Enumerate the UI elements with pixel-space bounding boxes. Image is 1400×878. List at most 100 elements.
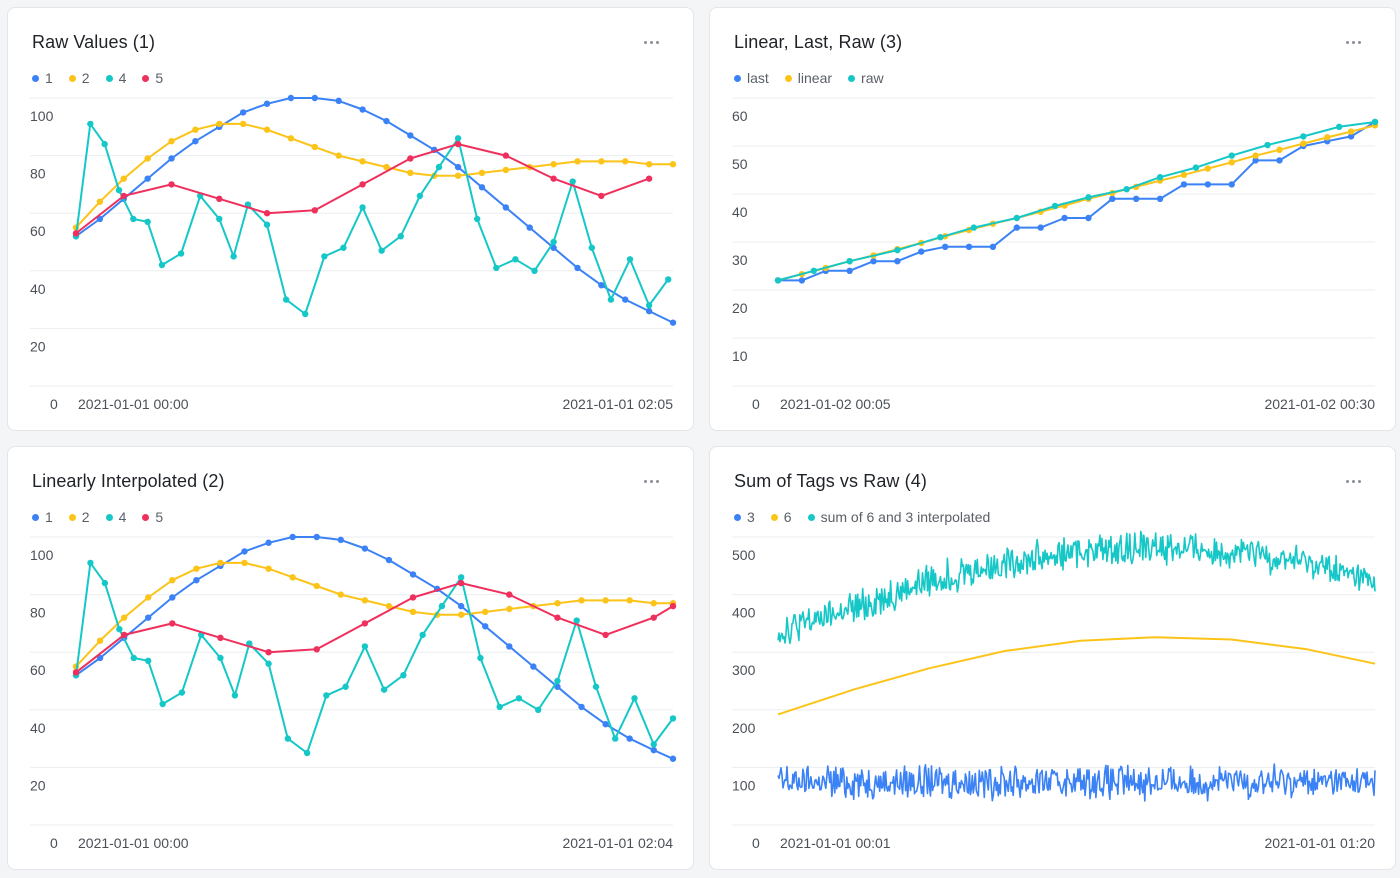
data-point: [168, 138, 175, 145]
data-point: [231, 692, 239, 699]
more-options-button[interactable]: [639, 32, 663, 52]
data-point: [622, 296, 629, 303]
legend-label: 2: [81, 70, 90, 86]
data-point: [101, 579, 109, 587]
data-point: [303, 749, 311, 757]
data-point: [193, 577, 200, 584]
data-point: [289, 533, 296, 541]
legend-item[interactable]: 1: [32, 509, 53, 525]
data-point: [144, 155, 151, 162]
data-point: [554, 614, 561, 621]
legend: 1 2 4 5: [32, 70, 163, 86]
legend-item[interactable]: 5: [142, 509, 163, 525]
data-point: [665, 276, 672, 283]
more-options-button[interactable]: [1341, 471, 1365, 491]
legend-dot-icon: [32, 513, 39, 521]
data-point: [1228, 159, 1235, 166]
data-point: [502, 152, 510, 159]
chart-plot[interactable]: 0 10 20 30 40 50 60 2021-01-02 00:05 2021-01-02 …: [710, 8, 1397, 432]
legend-item[interactable]: 6: [770, 509, 792, 525]
data-point: [192, 138, 199, 145]
data-point: [669, 161, 677, 168]
y-tick-label: 300: [732, 662, 756, 678]
data-point: [435, 163, 443, 171]
data-point: [342, 683, 349, 690]
data-point: [1371, 118, 1379, 126]
legend-dot-icon: [848, 74, 856, 82]
legend-item[interactable]: 4: [105, 509, 126, 525]
data-point: [554, 600, 561, 607]
data-point: [287, 94, 295, 102]
data-point: [645, 302, 653, 309]
legend-dot-icon: [105, 513, 113, 521]
data-point: [1013, 224, 1020, 231]
dot-icon: [643, 40, 647, 44]
chart-plot[interactable]: 0 100 200 300 400 500 2021-01-01 00:01 2021-01-…: [710, 447, 1397, 871]
data-point: [602, 631, 609, 639]
y-tick-label: 80: [30, 605, 46, 621]
data-point: [409, 571, 417, 578]
data-point: [650, 741, 657, 748]
legend-dot-icon: [68, 74, 76, 82]
legend-item[interactable]: 2: [68, 509, 90, 525]
data-point: [361, 643, 369, 650]
data-point: [130, 654, 137, 662]
data-point: [361, 545, 369, 552]
data-point: [526, 224, 533, 231]
legend-item[interactable]: linear: [784, 70, 832, 86]
legend-item[interactable]: 2: [68, 70, 90, 86]
data-point: [145, 657, 152, 665]
legend-dot-icon: [32, 74, 39, 82]
data-point: [607, 296, 615, 303]
data-point: [438, 602, 446, 610]
legend: last linear raw: [734, 70, 884, 86]
data-point: [554, 677, 561, 685]
chart-plot[interactable]: 0 20 40 60 80 100 2021-01-01 00:00 2021-01-01 0…: [8, 8, 695, 432]
data-point: [574, 158, 581, 165]
legend-item[interactable]: last: [734, 70, 769, 86]
legend-dot-icon: [142, 513, 150, 521]
chart-plot[interactable]: 0 20 40 60 80 100 2021-01-01 00:00 2021-01-01 0…: [8, 447, 695, 871]
data-point: [592, 683, 600, 690]
data-point: [284, 735, 292, 742]
data-point: [1228, 181, 1235, 188]
data-point: [217, 634, 224, 641]
data-point: [645, 175, 653, 182]
legend-label: 5: [155, 509, 164, 525]
data-point: [72, 669, 80, 676]
more-options-button[interactable]: [1341, 32, 1365, 52]
legend-item[interactable]: 3: [734, 509, 755, 525]
data-point: [313, 582, 320, 590]
data-point: [96, 637, 104, 644]
data-point: [512, 256, 519, 263]
data-point: [482, 608, 489, 616]
data-point: [578, 597, 585, 604]
data-point: [515, 695, 523, 702]
legend-item[interactable]: sum of 6 and 3 interpolated: [807, 509, 990, 525]
data-point: [241, 548, 248, 555]
data-point: [1300, 140, 1307, 147]
data-point: [650, 614, 657, 621]
data-point: [101, 140, 108, 148]
dot-icon: [655, 40, 659, 44]
legend-label: 2: [81, 509, 90, 525]
dot-icon: [655, 479, 659, 483]
y-tick-label: 100: [30, 108, 54, 124]
data-point: [482, 623, 489, 630]
legend-item[interactable]: raw: [848, 70, 884, 86]
legend-label: 1: [45, 70, 53, 86]
legend-item[interactable]: 5: [142, 70, 163, 86]
data-point: [321, 253, 328, 260]
more-options-button[interactable]: [639, 471, 663, 491]
panel-sum-of-tags: Sum of Tags vs Raw (4) 3 6 sum of 6 and 3 …: [709, 446, 1396, 870]
panel-title: Raw Values (1): [32, 32, 156, 52]
legend-item[interactable]: 4: [105, 70, 126, 86]
y-tick-label: 0: [752, 396, 760, 412]
data-point: [645, 161, 653, 168]
panel-raw-values: Raw Values (1) 1 2 4 5 0 20 40 60 80 100 2021-01-…: [7, 7, 694, 431]
panel-title: Sum of Tags vs Raw (4): [734, 471, 927, 491]
legend-item[interactable]: 1: [32, 70, 53, 86]
data-point: [650, 746, 657, 754]
dot-icon: [1351, 40, 1355, 44]
data-point: [407, 169, 414, 177]
